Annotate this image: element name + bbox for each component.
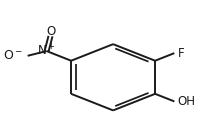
Text: $\mathregular{O}^-$: $\mathregular{O}^-$ xyxy=(3,49,23,62)
Text: F: F xyxy=(177,47,184,60)
Text: OH: OH xyxy=(177,95,195,108)
Text: O: O xyxy=(46,26,55,39)
Text: $\mathregular{N}^+$: $\mathregular{N}^+$ xyxy=(37,43,56,59)
